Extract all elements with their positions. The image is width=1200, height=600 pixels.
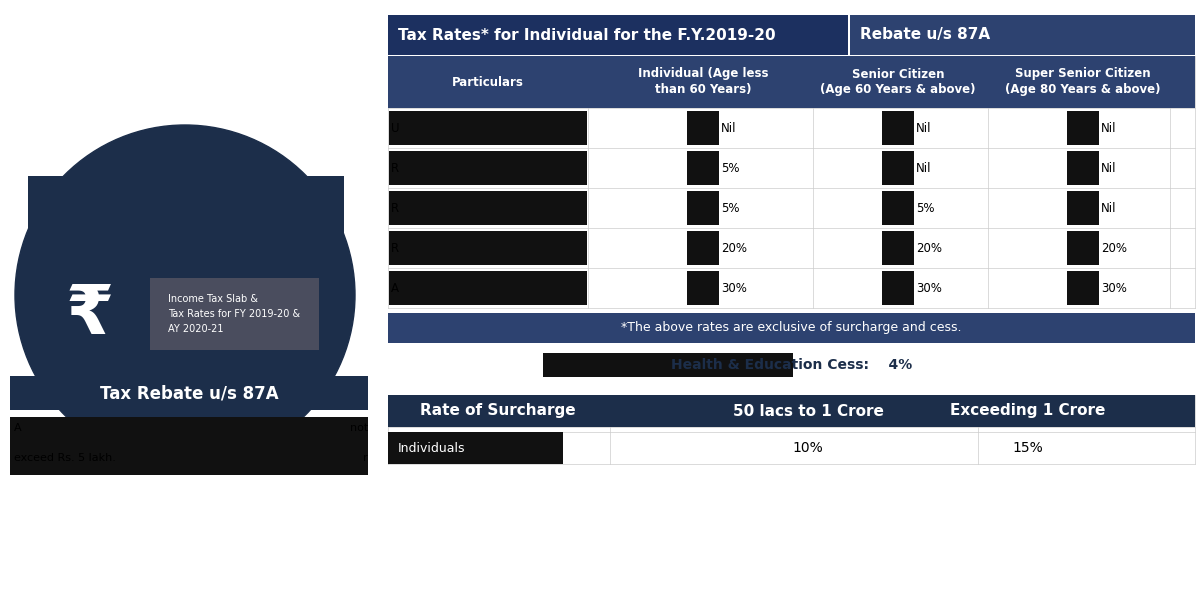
Text: 20%: 20%: [1102, 241, 1127, 254]
FancyBboxPatch shape: [882, 271, 914, 305]
FancyBboxPatch shape: [389, 271, 587, 305]
FancyBboxPatch shape: [882, 151, 914, 185]
FancyBboxPatch shape: [542, 353, 793, 377]
Text: 50 lacs to 1 Crore: 50 lacs to 1 Crore: [732, 403, 883, 419]
Text: 30%: 30%: [916, 281, 942, 295]
Text: Senior Citizen
(Age 60 Years & above): Senior Citizen (Age 60 Years & above): [821, 67, 976, 97]
Text: 20%: 20%: [721, 241, 746, 254]
FancyBboxPatch shape: [1067, 271, 1099, 305]
FancyBboxPatch shape: [150, 278, 319, 350]
FancyBboxPatch shape: [388, 395, 1195, 427]
Text: Nil: Nil: [916, 161, 931, 175]
Text: 10%: 10%: [793, 441, 823, 455]
FancyBboxPatch shape: [686, 151, 719, 185]
FancyBboxPatch shape: [686, 191, 719, 225]
Text: Tax Rebate u/s 87A: Tax Rebate u/s 87A: [100, 384, 278, 402]
Text: Nil: Nil: [721, 121, 737, 134]
Text: Nil: Nil: [1102, 202, 1116, 214]
FancyBboxPatch shape: [389, 111, 587, 145]
FancyBboxPatch shape: [1067, 111, 1099, 145]
FancyBboxPatch shape: [10, 376, 368, 410]
Text: Individual (Age less
than 60 Years): Individual (Age less than 60 Years): [637, 67, 768, 97]
FancyBboxPatch shape: [686, 111, 719, 145]
Text: 5%: 5%: [721, 161, 739, 175]
Text: Rebate u/s 87A: Rebate u/s 87A: [860, 28, 990, 43]
FancyBboxPatch shape: [28, 176, 344, 248]
Text: 30%: 30%: [721, 281, 746, 295]
Text: 15%: 15%: [1013, 441, 1043, 455]
Text: Tax Rates* for Individual for the F.Y.2019-20: Tax Rates* for Individual for the F.Y.20…: [398, 28, 775, 43]
FancyBboxPatch shape: [686, 231, 719, 265]
Text: R: R: [391, 202, 400, 214]
Text: *The above rates are exclusive of surcharge and cess.: *The above rates are exclusive of surcha…: [622, 322, 961, 335]
FancyBboxPatch shape: [882, 111, 914, 145]
FancyBboxPatch shape: [686, 271, 719, 305]
Text: R: R: [391, 161, 400, 175]
Text: Health & Education Cess:    4%: Health & Education Cess: 4%: [671, 358, 912, 372]
Text: 20%: 20%: [916, 241, 942, 254]
FancyBboxPatch shape: [850, 15, 1195, 55]
FancyBboxPatch shape: [882, 231, 914, 265]
Text: 30%: 30%: [1102, 281, 1127, 295]
FancyBboxPatch shape: [10, 417, 368, 475]
FancyBboxPatch shape: [388, 432, 563, 464]
Text: 5%: 5%: [916, 202, 935, 214]
Circle shape: [14, 125, 355, 465]
Text: A: A: [391, 281, 398, 295]
Text: Super Senior Citizen
(Age 80 Years & above): Super Senior Citizen (Age 80 Years & abo…: [1006, 67, 1160, 97]
FancyBboxPatch shape: [1067, 231, 1099, 265]
Text: Individuals: Individuals: [398, 442, 466, 455]
FancyBboxPatch shape: [1067, 151, 1099, 185]
Text: Exceeding 1 Crore: Exceeding 1 Crore: [950, 403, 1105, 419]
FancyBboxPatch shape: [389, 151, 587, 185]
FancyBboxPatch shape: [389, 191, 587, 225]
Text: r: r: [364, 453, 368, 463]
Text: ₹: ₹: [66, 281, 114, 349]
Text: Nil: Nil: [916, 121, 931, 134]
FancyBboxPatch shape: [388, 15, 848, 55]
FancyBboxPatch shape: [388, 313, 1195, 343]
Text: Nil: Nil: [1102, 121, 1116, 134]
Text: U: U: [391, 121, 400, 134]
Text: 5%: 5%: [721, 202, 739, 214]
FancyBboxPatch shape: [1067, 191, 1099, 225]
FancyBboxPatch shape: [882, 191, 914, 225]
Text: Nil: Nil: [1102, 161, 1116, 175]
FancyBboxPatch shape: [389, 231, 587, 265]
Text: A: A: [14, 423, 22, 433]
Text: Income Tax Slab &
Tax Rates for FY 2019-20 &
AY 2020-21: Income Tax Slab & Tax Rates for FY 2019-…: [168, 294, 300, 334]
Text: exceed Rs. 5 lakh.: exceed Rs. 5 lakh.: [14, 453, 116, 463]
Text: R: R: [391, 241, 400, 254]
Text: Particulars: Particulars: [452, 76, 524, 88]
Text: not: not: [349, 423, 368, 433]
FancyBboxPatch shape: [388, 56, 1195, 108]
Text: Rate of Surcharge: Rate of Surcharge: [420, 403, 576, 419]
Text: UNION: UNION: [108, 141, 263, 183]
